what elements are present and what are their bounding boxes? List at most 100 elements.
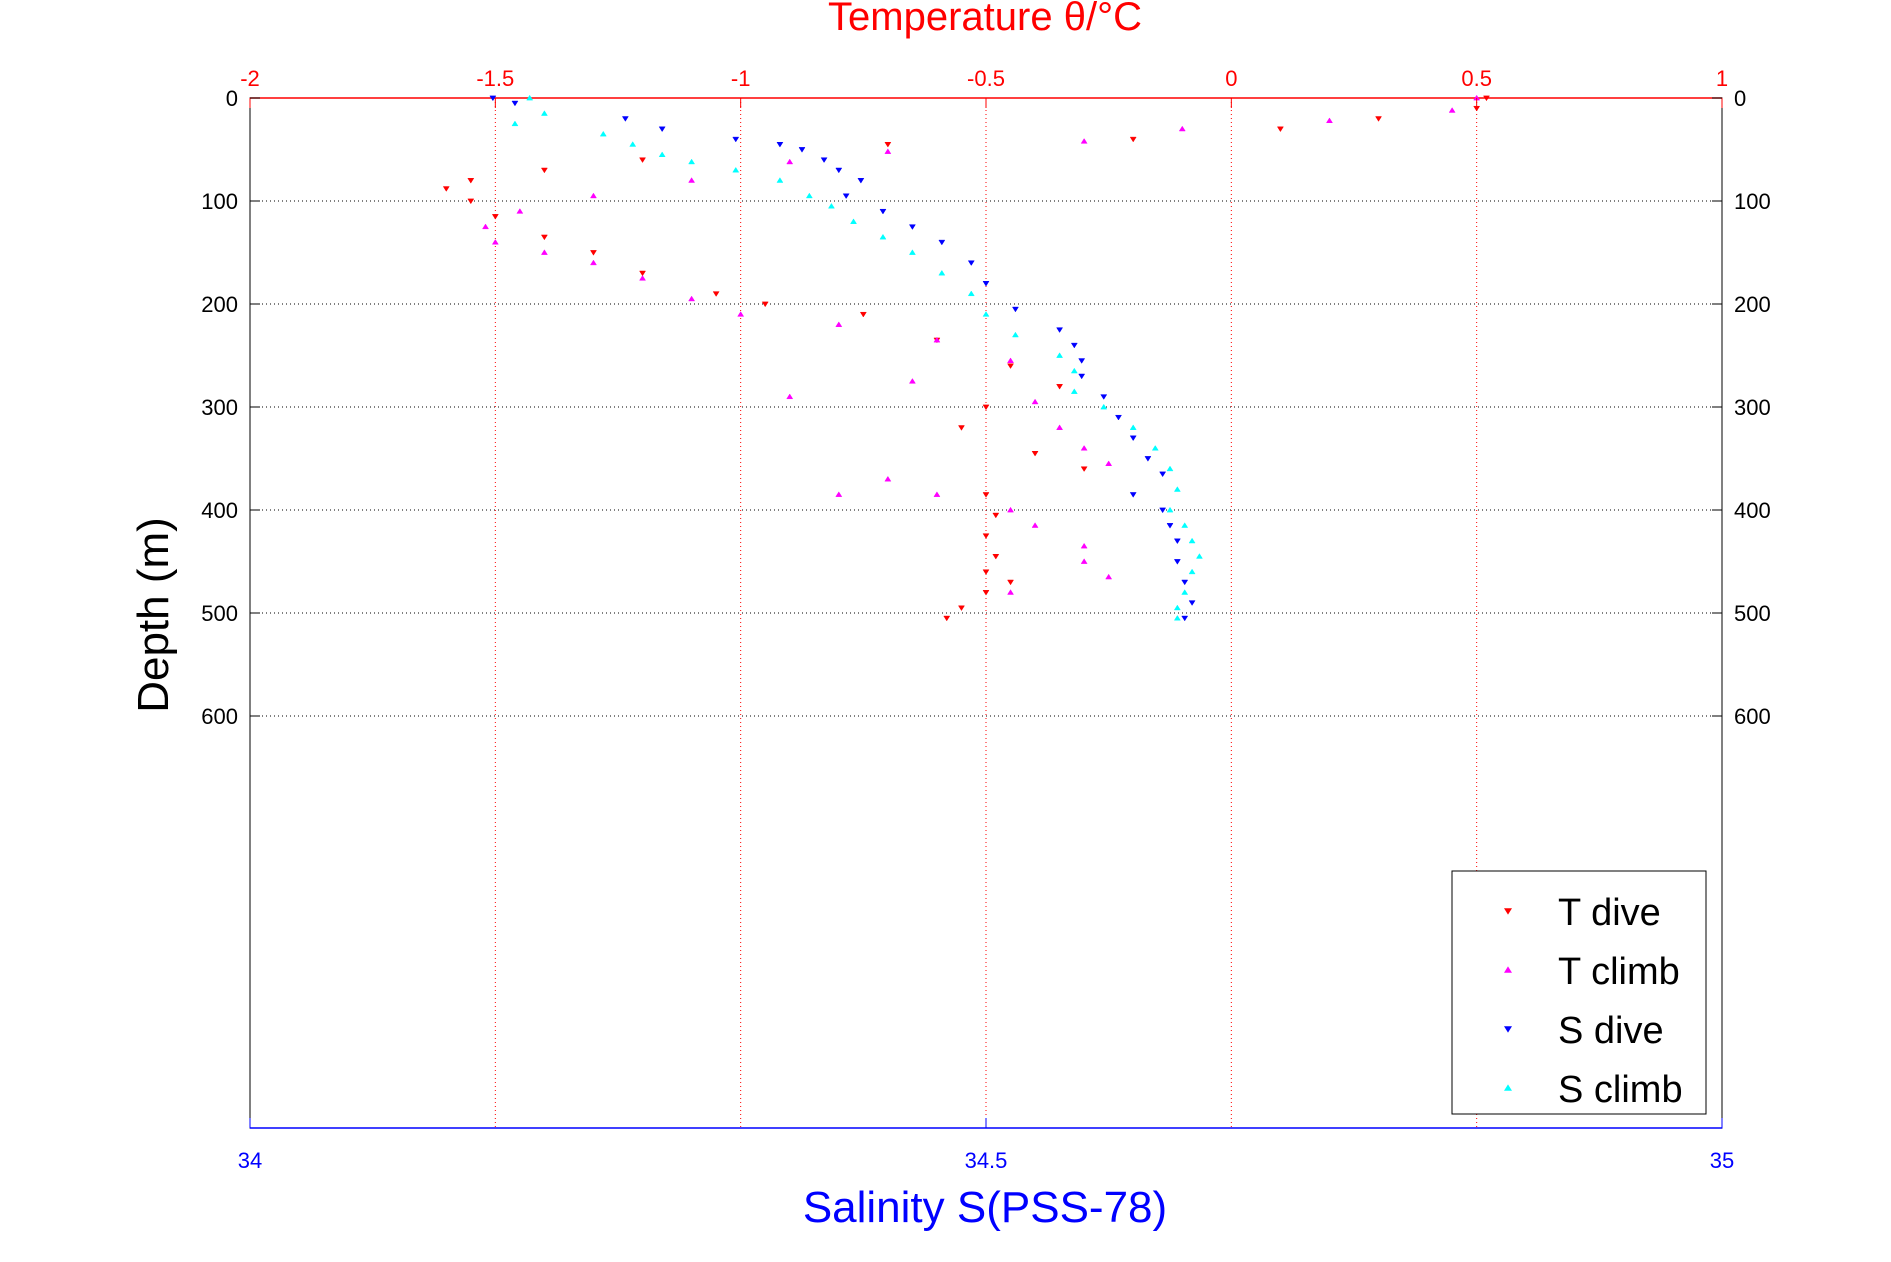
- data-point: [1129, 136, 1137, 143]
- data-point: [776, 142, 784, 148]
- data-point: [1070, 388, 1078, 394]
- data-point: [1070, 342, 1078, 349]
- data-point: [590, 250, 597, 256]
- data-point: [879, 208, 887, 215]
- data-point: [982, 590, 990, 596]
- data-point: [827, 202, 835, 209]
- data-point: [688, 158, 696, 165]
- data-point: [1115, 414, 1122, 421]
- data-point: [1007, 363, 1014, 369]
- data-point: [1173, 559, 1181, 565]
- data-point: [491, 239, 499, 245]
- data-point: [482, 223, 489, 230]
- data-point: [688, 177, 696, 183]
- data-point: [1007, 589, 1014, 595]
- data-point: [1173, 604, 1181, 611]
- data-point: [1159, 471, 1167, 478]
- data-point: [1173, 486, 1181, 492]
- depth-tick-label: 100: [1734, 189, 1771, 214]
- data-point: [1181, 522, 1189, 528]
- depth-tick-label: 500: [1734, 601, 1771, 626]
- legend-label: T dive: [1558, 892, 1661, 934]
- data-point: [1080, 445, 1088, 451]
- data-point: [1080, 138, 1088, 144]
- data-point: [992, 512, 1000, 519]
- series-t-climb: [482, 94, 1481, 595]
- data-point: [1080, 466, 1088, 472]
- depth-tick-label: 500: [201, 601, 238, 626]
- data-point: [658, 126, 666, 133]
- y-axis-label: Depth (m): [129, 517, 178, 713]
- data-point: [835, 491, 843, 497]
- data-point: [1031, 522, 1039, 528]
- data-point: [1166, 506, 1174, 513]
- data-point: [1375, 116, 1382, 122]
- data-point: [1070, 367, 1078, 374]
- data-point: [737, 311, 745, 317]
- data-point: [1276, 126, 1284, 133]
- salinity-tick-label: 34.5: [965, 1148, 1008, 1173]
- data-point: [1031, 451, 1039, 457]
- data-point: [761, 301, 769, 308]
- data-point: [943, 615, 951, 622]
- data-point: [1144, 456, 1152, 462]
- data-point: [1181, 615, 1189, 622]
- salinity-tick-label: 34: [238, 1148, 262, 1173]
- data-point: [1188, 600, 1196, 606]
- legend-label: S climb: [1558, 1069, 1683, 1111]
- depth-tick-label: 200: [201, 292, 238, 317]
- data-point: [467, 178, 475, 184]
- x-axis-label: Salinity S(PSS-78): [803, 1183, 1167, 1232]
- data-point: [992, 554, 1000, 560]
- data-point: [908, 249, 916, 255]
- data-point: [1056, 352, 1064, 358]
- depth-tick-label: 300: [1734, 395, 1771, 420]
- data-point: [798, 147, 806, 153]
- series-t-dive: [442, 95, 1490, 622]
- data-point: [599, 130, 607, 137]
- data-point: [1181, 589, 1189, 595]
- data-point: [1483, 95, 1490, 102]
- data-point: [526, 94, 534, 101]
- data-point: [1129, 492, 1137, 498]
- data-point: [732, 166, 740, 173]
- data-point: [1188, 537, 1196, 544]
- temperature-tick-label: 0.5: [1461, 66, 1492, 91]
- data-point: [1326, 117, 1333, 124]
- data-point: [1178, 125, 1186, 132]
- data-point: [776, 177, 784, 183]
- data-point: [1173, 538, 1181, 545]
- data-point: [1166, 523, 1174, 529]
- depth-tick-label: 0: [1734, 86, 1746, 111]
- data-point: [629, 141, 637, 147]
- data-point: [621, 116, 629, 122]
- legend: T dive T climb S dive S climb: [1451, 870, 1707, 1115]
- legend-box: [1451, 870, 1707, 1115]
- depth-ticks-left: 0 100 200 300 400 500 600: [201, 86, 260, 729]
- data-point: [967, 260, 975, 266]
- series-s-dive: [489, 95, 1196, 622]
- data-point: [1056, 384, 1064, 390]
- data-point: [540, 167, 548, 174]
- legend-label: T climb: [1558, 951, 1680, 993]
- depth-tick-label: 600: [1734, 704, 1771, 729]
- data-point: [1105, 573, 1113, 580]
- data-point: [1181, 579, 1189, 586]
- data-point: [590, 259, 597, 266]
- data-point: [820, 157, 828, 163]
- depth-tick-label: 400: [1734, 498, 1771, 523]
- temperature-tick-label: -2: [240, 66, 260, 91]
- data-point: [590, 192, 597, 199]
- data-point: [908, 224, 916, 230]
- data-point: [835, 321, 843, 327]
- data-point: [879, 233, 887, 240]
- data-point: [511, 120, 519, 127]
- chart-title: Temperature θ/°C: [828, 0, 1142, 39]
- data-point: [1188, 568, 1196, 575]
- data-point: [1007, 357, 1014, 363]
- depth-tick-label: 100: [201, 189, 238, 214]
- data-point: [1166, 465, 1174, 472]
- data-point: [842, 193, 850, 200]
- data-point: [1129, 435, 1137, 442]
